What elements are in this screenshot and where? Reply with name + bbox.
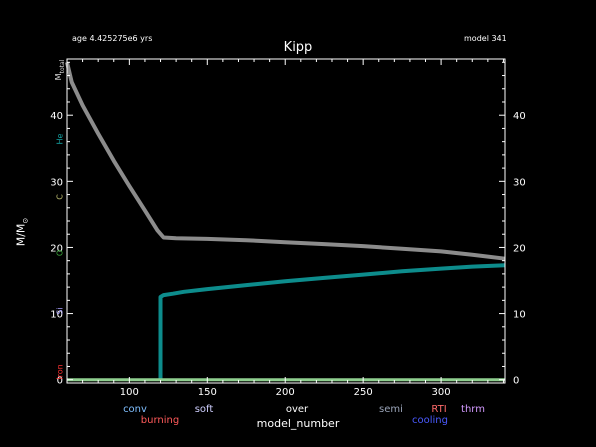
legend-semi: semi: [379, 404, 403, 415]
y-tick-label-right: 40: [513, 111, 526, 122]
x-tick-label: 150: [198, 387, 217, 398]
age-readout: age 4.425275e6 yrs: [72, 34, 153, 43]
x-tick-label: 200: [276, 387, 295, 398]
y-tick-label-right: 30: [513, 177, 526, 188]
legend-over: over: [285, 404, 309, 415]
legend-cooling: cooling: [412, 415, 448, 426]
y-tick-label-left: 0: [57, 376, 63, 387]
y-tick-label-left: 40: [50, 111, 63, 122]
o-label: O: [55, 249, 65, 257]
y-tick-label-left: 30: [50, 177, 63, 188]
y-axis-label-text: M/M: [14, 223, 28, 247]
y-tick-label-right: 0: [513, 376, 519, 387]
m-total-label: Mtotal: [54, 59, 66, 81]
legend-thrm: thrm: [461, 404, 485, 415]
c-label: C: [55, 194, 65, 200]
x-tick-label: 300: [432, 387, 451, 398]
y-axis-label-sun-symbol: ⊙: [21, 217, 30, 224]
y-axis-label: M/M⊙: [14, 218, 29, 247]
he-core-line: [158, 263, 506, 380]
y-tick-label-right: 20: [513, 243, 526, 254]
model-number-readout: model 341: [464, 34, 507, 43]
x-tick-label: 250: [354, 387, 373, 398]
y-tick-label-left: 20: [50, 243, 63, 254]
x-axis-label: model_number: [256, 417, 340, 430]
legend-burning: burning: [140, 415, 180, 426]
y-tick-label-left: 10: [50, 310, 63, 321]
plot-frame: [66, 58, 506, 384]
total-mass-line: [65, 61, 506, 261]
si-label: Si: [55, 307, 65, 315]
y-tick-label-right: 10: [513, 310, 526, 321]
chart-title: Kipp: [283, 40, 313, 55]
x-tick-label: 100: [120, 387, 139, 398]
he-label: He: [55, 133, 65, 145]
legend-soft: soft: [194, 404, 214, 415]
iron-label: Iron: [55, 364, 65, 380]
legend-rti: RTI: [431, 404, 447, 415]
legend-conv: conv: [123, 404, 147, 415]
